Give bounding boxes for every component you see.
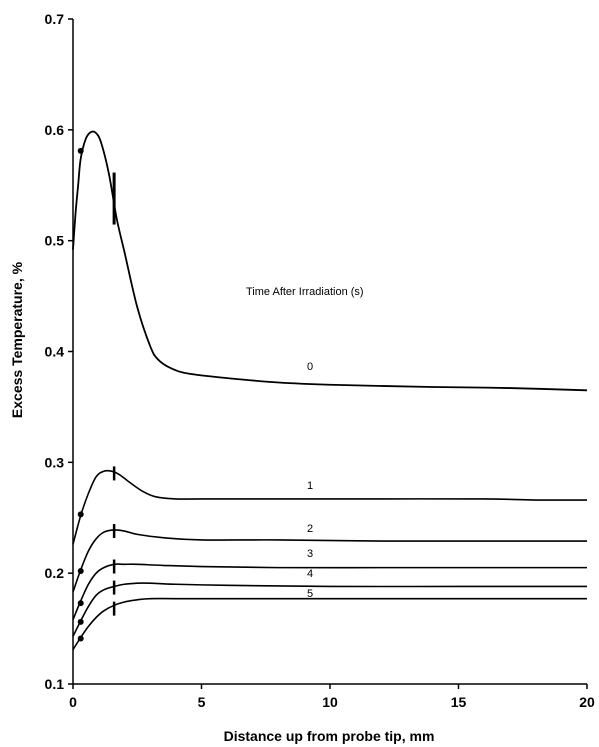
series-label-2: 2 — [307, 523, 313, 535]
x-tick-label: 15 — [451, 694, 467, 710]
series-curves — [72, 130, 588, 651]
series-label-4: 4 — [307, 568, 313, 580]
series-point-0 — [77, 147, 84, 154]
y-axis-title: Excess Temperature, % — [9, 261, 25, 418]
plot-area: 0.1 0.2 0.3 0.4 0.5 0.6 0.7 0 5 10 15 20 0 1 2 3 4 5 — [45, 11, 595, 710]
y-tick-label: 0.4 — [45, 344, 65, 360]
x-axis-ticks: 0 5 10 15 20 — [69, 684, 595, 710]
y-tick-label: 0.7 — [45, 11, 65, 27]
series-point-2 — [77, 567, 84, 574]
series-point-4 — [77, 618, 84, 625]
series-line-0 — [72, 130, 588, 392]
x-tick-label: 20 — [579, 694, 595, 710]
series-markers — [77, 147, 116, 642]
series-line-3 — [72, 563, 587, 621]
series-label-1: 1 — [307, 480, 313, 492]
series-line-2 — [72, 529, 587, 593]
y-tick-label: 0.2 — [45, 565, 65, 581]
y-tick-label: 0.3 — [45, 454, 65, 470]
series-label-3: 3 — [307, 548, 313, 560]
series-label-5: 5 — [307, 588, 313, 600]
series-line-4 — [72, 582, 587, 637]
x-tick-label: 5 — [198, 694, 206, 710]
y-tick-label: 0.5 — [45, 233, 65, 249]
y-axis-ticks: 0.1 0.2 0.3 0.4 0.5 0.6 0.7 — [45, 11, 73, 692]
y-tick-label: 0.6 — [45, 122, 65, 138]
time-after-irradiation-annotation: Time After Irradiation (s) — [246, 286, 364, 298]
series-point-5 — [77, 635, 84, 642]
series-labels: 0 1 2 3 4 5 — [307, 361, 313, 600]
series-line-1 — [72, 469, 588, 545]
series-point-1 — [77, 511, 84, 518]
series-point-3 — [77, 600, 84, 607]
x-axis-title: Distance up from probe tip, mm — [224, 728, 435, 744]
y-tick-label: 0.1 — [45, 676, 65, 692]
series-label-0: 0 — [307, 361, 313, 373]
x-tick-label: 0 — [69, 694, 77, 710]
x-tick-label: 10 — [322, 694, 338, 710]
series-line-5 — [72, 597, 587, 651]
